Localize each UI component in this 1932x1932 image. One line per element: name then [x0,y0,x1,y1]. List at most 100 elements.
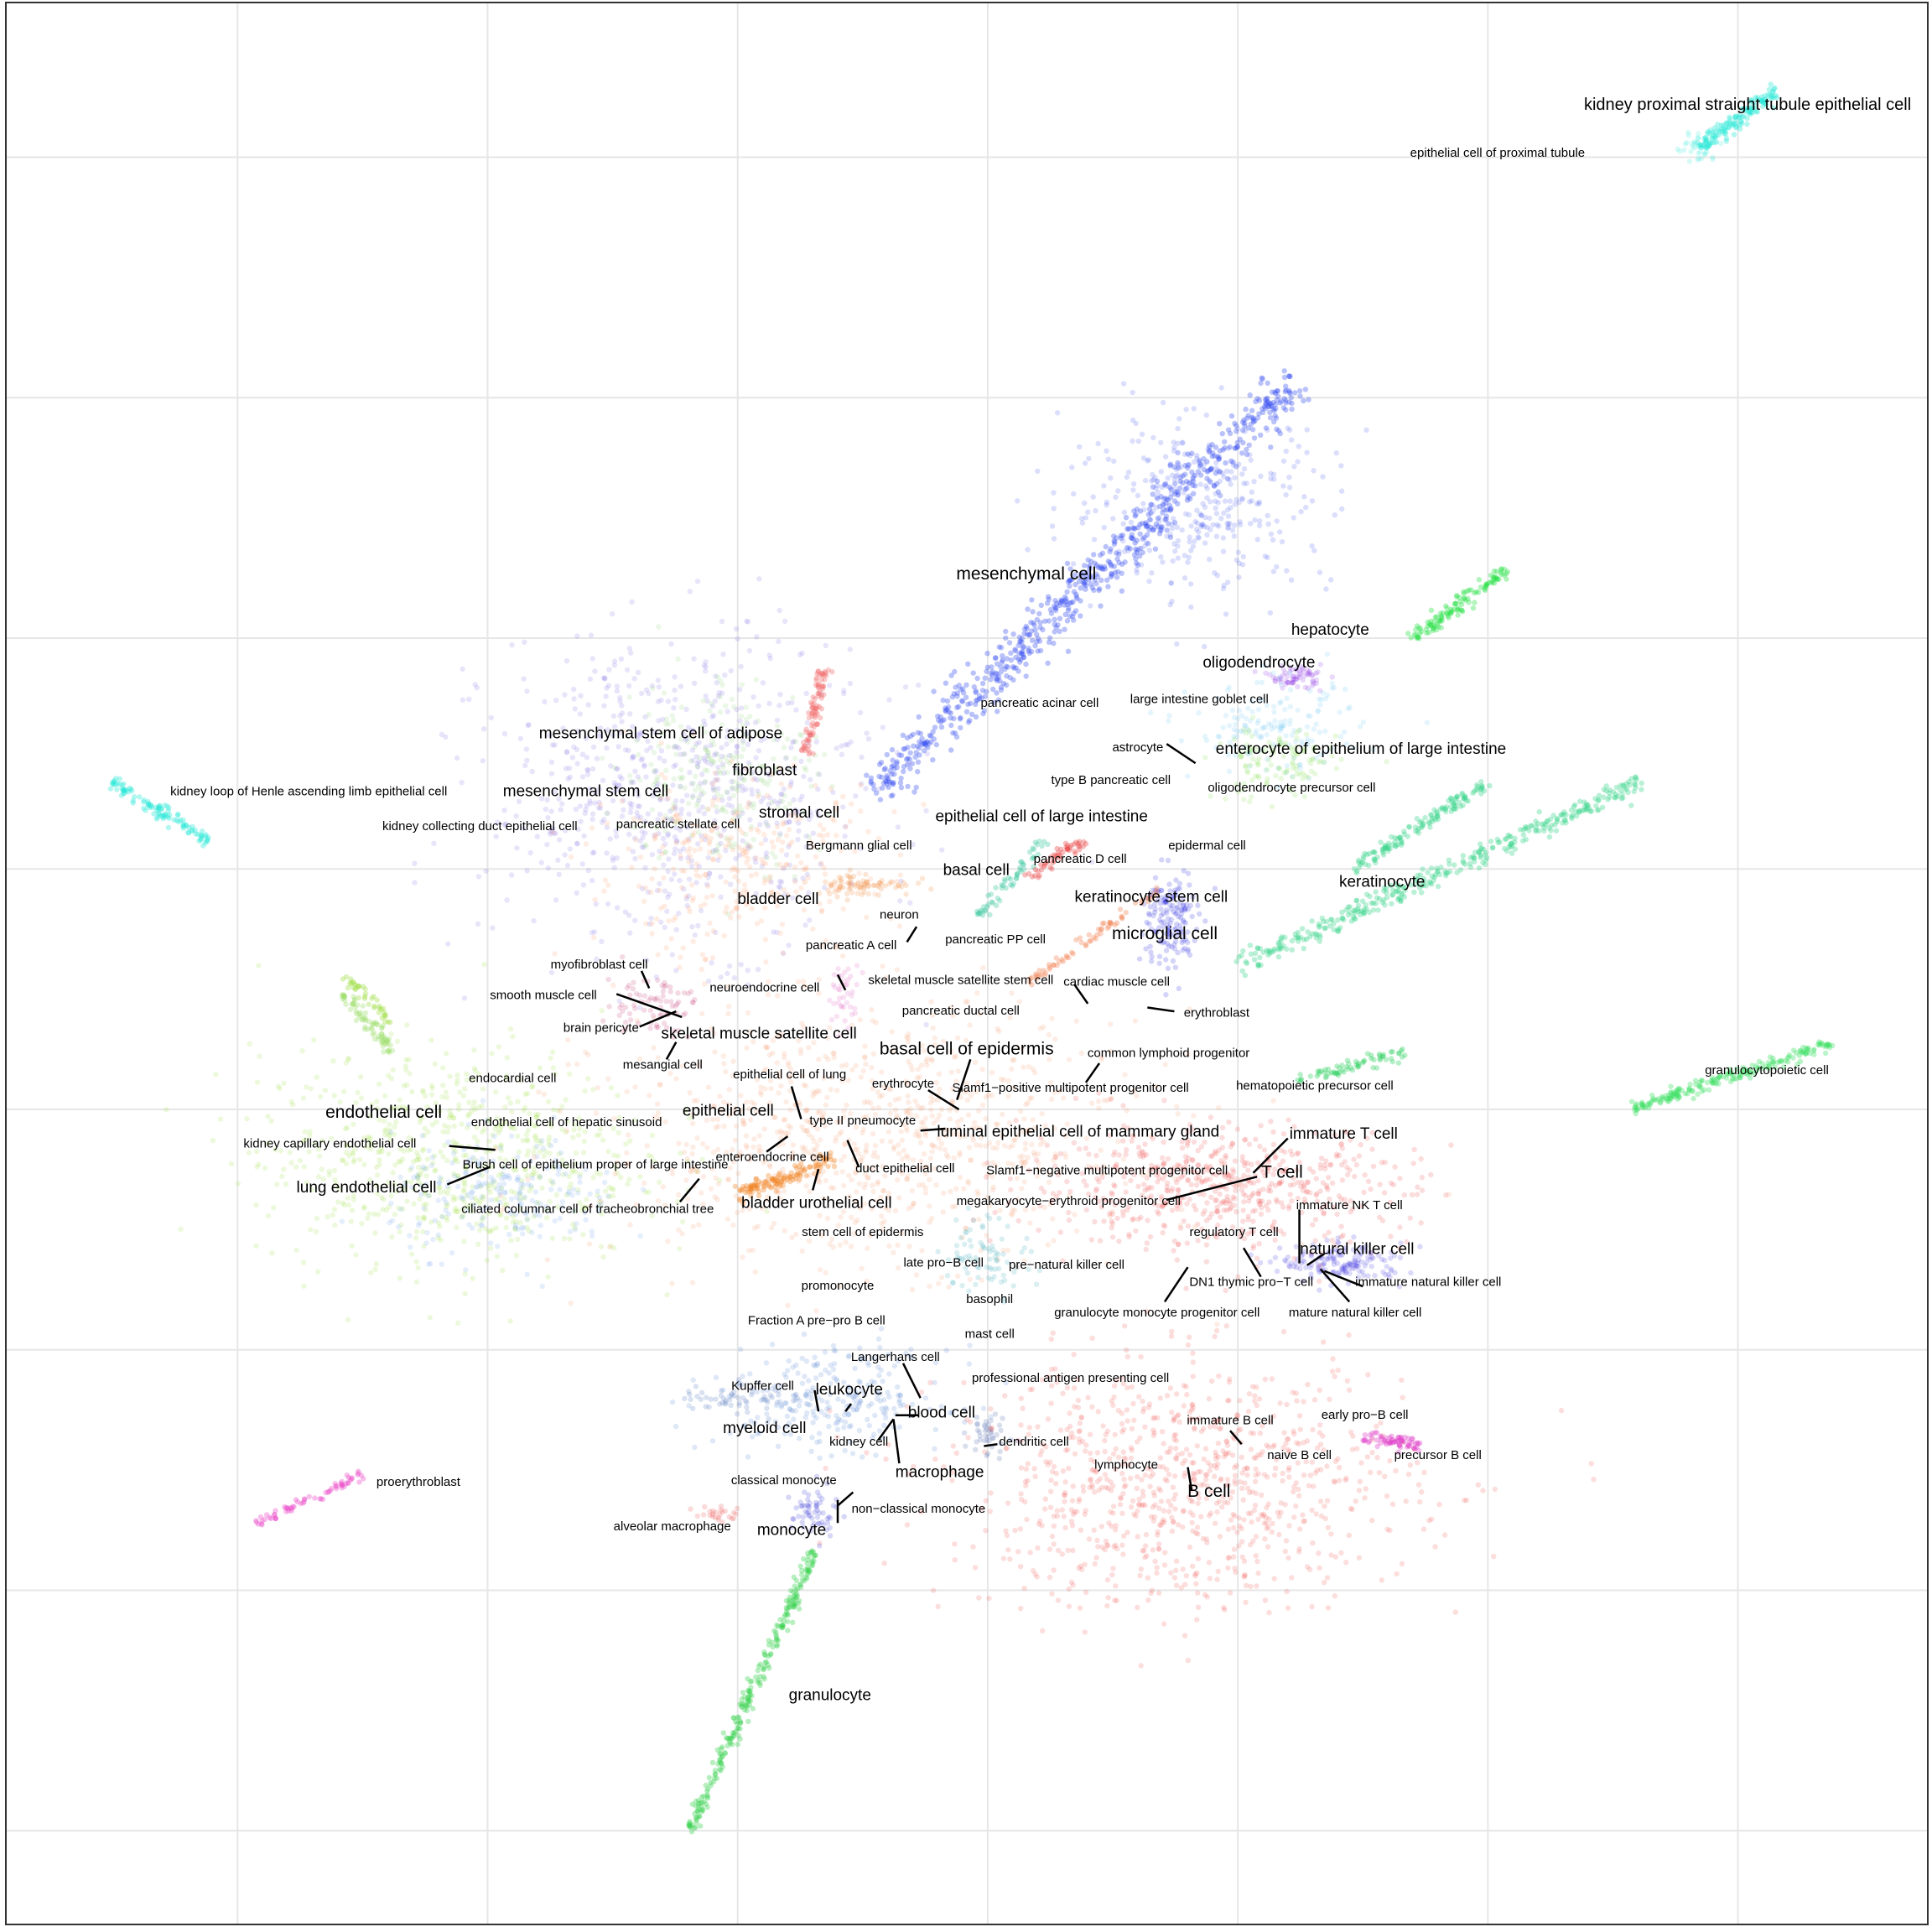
point [728,752,735,759]
point [1722,128,1728,134]
point [615,744,621,750]
point [1229,527,1236,533]
point [1119,561,1125,567]
point [1239,471,1245,477]
point [1270,741,1277,747]
point [1268,475,1274,482]
point [1063,596,1069,602]
point [886,776,891,782]
point [386,1150,392,1157]
point [878,760,885,766]
point [1710,129,1716,136]
point [1090,494,1096,500]
point [1769,93,1775,99]
point [1157,503,1163,510]
point [1722,127,1728,133]
point [1054,410,1061,416]
point [958,724,963,731]
point [470,1275,475,1281]
point [376,1081,382,1088]
point [915,880,922,886]
point [1322,926,1328,932]
point [935,714,941,719]
point [1228,505,1233,511]
point [1161,501,1166,507]
point [688,758,693,764]
point [721,932,727,939]
point [825,887,831,894]
point [633,837,639,843]
point [1470,605,1477,611]
point [454,1072,460,1078]
point [771,830,777,836]
point [1121,548,1128,554]
point [1253,731,1259,737]
point [1116,551,1122,558]
point [510,1033,516,1040]
point [1748,104,1754,111]
point [793,707,799,713]
point [792,739,799,745]
point [1236,574,1242,580]
point [979,695,984,701]
point [587,1191,593,1197]
point [1197,460,1202,465]
point [649,851,656,858]
point [1164,527,1170,533]
point [1242,722,1248,728]
point [1328,577,1334,583]
point [1054,600,1060,606]
point [602,676,608,682]
point [1204,532,1210,538]
point [1110,533,1117,539]
point [1265,554,1270,561]
point [943,708,948,714]
point [1749,105,1755,112]
point [412,860,418,866]
point [1401,831,1408,837]
point [589,766,596,772]
point [1140,549,1145,556]
point [461,1239,467,1244]
point [1375,907,1381,913]
point [1281,374,1288,381]
point [358,1013,365,1019]
point [720,764,726,771]
point [884,751,891,758]
point [1258,747,1264,753]
point [432,1218,438,1223]
point [574,890,579,896]
point [1359,898,1366,904]
point [1766,86,1773,92]
point [1213,745,1219,750]
point [1112,539,1118,545]
point [717,709,724,715]
point [1132,525,1138,532]
point [710,928,716,934]
point [1092,577,1098,583]
point [1686,158,1693,164]
point [1150,527,1156,533]
point [1017,638,1024,644]
point [863,786,869,792]
point [1227,723,1233,729]
point [890,792,896,798]
point [1739,114,1745,120]
point [1310,679,1316,685]
point [119,786,125,792]
point [680,1218,686,1225]
point [745,804,750,810]
point [1259,406,1265,412]
point [603,693,609,699]
point [1132,513,1138,519]
point [1699,143,1705,148]
point [1062,602,1067,608]
point [1256,734,1262,740]
point [556,871,562,878]
point [1328,917,1334,922]
point [1146,506,1153,512]
point [387,1130,394,1135]
point [1221,582,1227,589]
point [995,673,1002,679]
point [1295,673,1301,680]
